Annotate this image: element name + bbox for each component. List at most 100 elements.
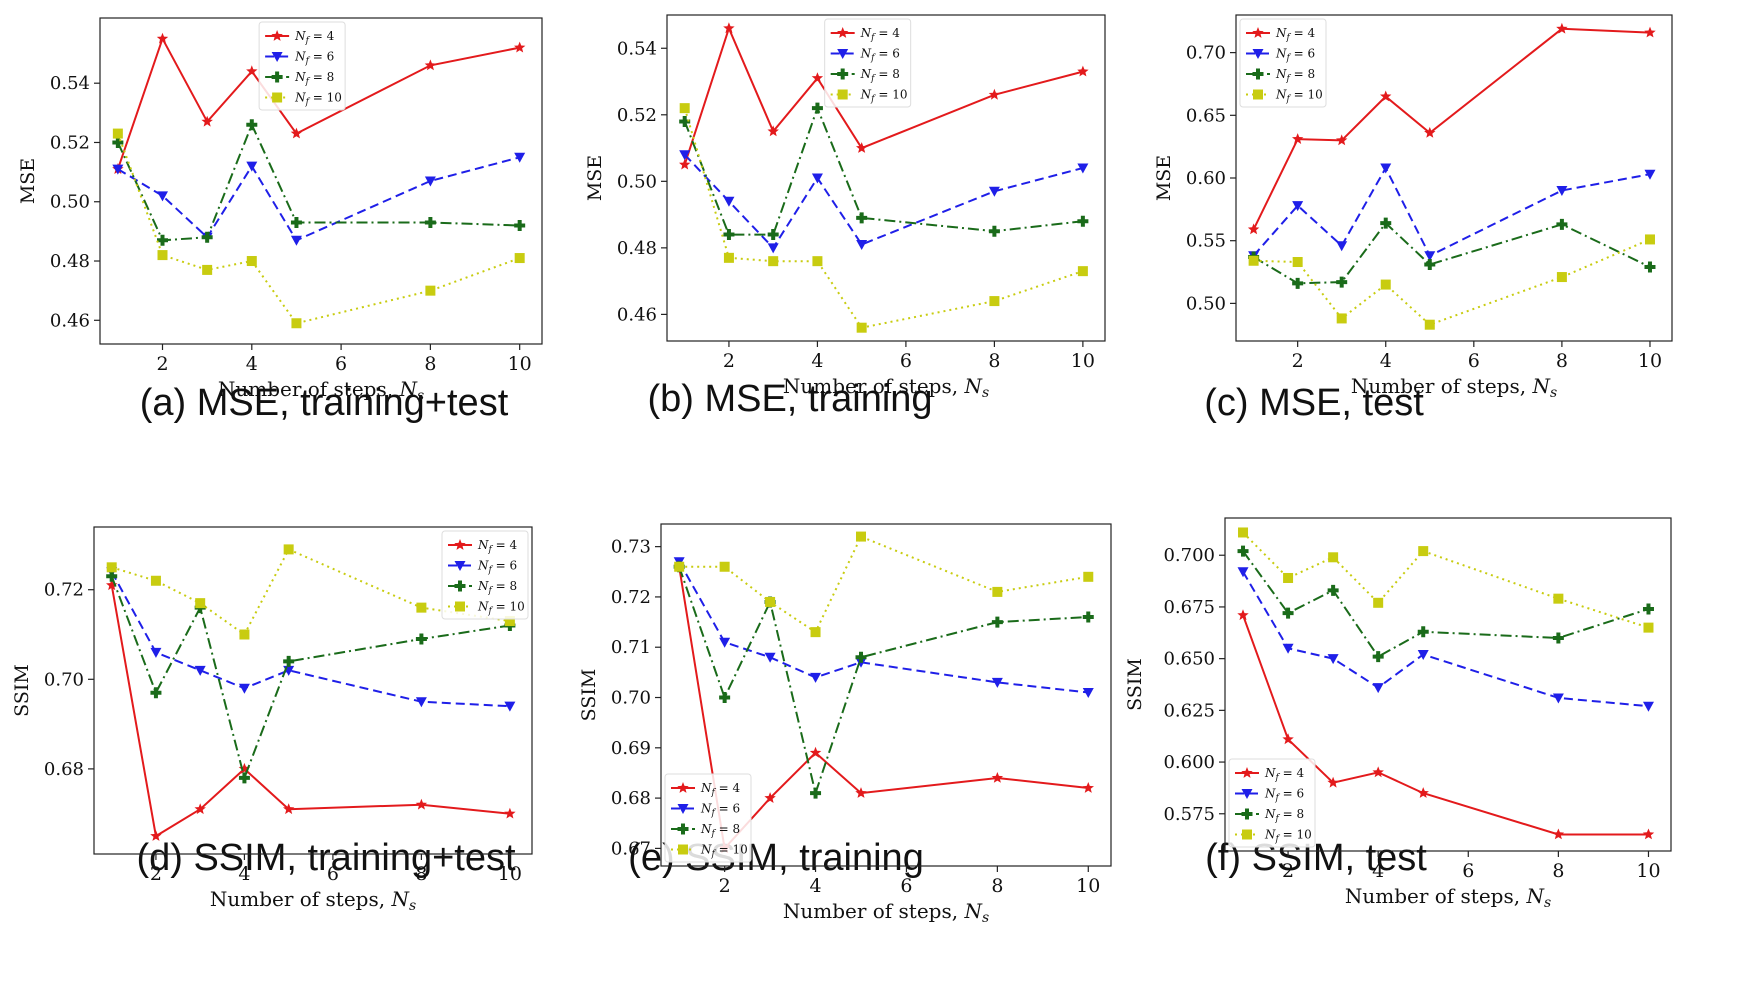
y-tick-label: 0.54: [617, 38, 657, 59]
x-tick-label: 10: [1636, 860, 1660, 882]
y-tick-label: 0.68: [611, 788, 651, 809]
data-point-nf4: [194, 803, 206, 815]
legend-label-nf8: Nf = 8: [477, 579, 517, 596]
legend-label-nf10: Nf = 10: [1264, 828, 1312, 845]
data-point-nf6: [1237, 567, 1249, 578]
data-point-nf10: [989, 296, 1000, 307]
legend-label-nf6: Nf = 6: [860, 47, 900, 64]
data-point-nf4: [1424, 126, 1436, 138]
x-tick-label: 8: [1552, 860, 1564, 882]
data-point-nf8: [856, 212, 868, 224]
data-point-nf8: [1556, 218, 1568, 230]
legend-box: [258, 21, 346, 111]
data-point-nf6: [1556, 186, 1568, 197]
x-tick-label: 10: [1076, 875, 1100, 897]
data-point-nf10: [1292, 257, 1303, 268]
data-point-nf8: [157, 234, 169, 246]
data-point-nf8: [719, 692, 731, 704]
data-point-nf8: [1644, 261, 1656, 273]
legend-label-nf8: Nf = 8: [700, 822, 740, 839]
data-point-nf4: [1552, 828, 1565, 840]
legend: Nf = 4 Nf = 6 Nf = 8 Nf = 10: [824, 18, 912, 108]
data-point-nf4: [1077, 65, 1089, 77]
series-nf4: [1247, 22, 1656, 235]
x-tick-label: 6: [327, 863, 339, 885]
legend-label-nf10: Nf = 10: [860, 88, 908, 105]
data-point-nf4: [1282, 733, 1294, 745]
data-point-nf8: [201, 231, 213, 243]
data-point-nf8: [1642, 603, 1654, 615]
x-tick-label: 8: [415, 863, 427, 885]
caption-b: (b) MSE, training: [647, 378, 933, 420]
data-point-nf8: [1237, 545, 1249, 557]
data-point-nf10: [719, 561, 730, 572]
x-tick-label: 8: [988, 350, 1000, 372]
data-point-nf8: [106, 570, 118, 582]
plot-frame: [93, 526, 533, 855]
data-point-nf8: [988, 225, 1000, 237]
data-point-nf4: [1380, 90, 1392, 102]
series-nf10: [1238, 527, 1654, 633]
data-point-nf6: [719, 637, 731, 648]
x-tick-label: 10: [498, 863, 522, 885]
data-point-nf4: [1644, 26, 1656, 38]
data-point-nf10: [246, 256, 257, 267]
data-point-nf8: [283, 655, 295, 667]
data-point-nf4: [988, 88, 1001, 100]
data-point-nf6: [1644, 169, 1656, 180]
data-point-nf4: [1642, 828, 1655, 840]
data-point-nf10: [425, 285, 436, 296]
y-tick-label: 0.46: [617, 304, 657, 325]
series-nf6: [679, 150, 1089, 254]
x-tick-label: 2: [150, 863, 162, 885]
data-point-nf10: [1238, 527, 1249, 538]
legend: Nf = 4 Nf = 6 Nf = 8 Nf = 10: [664, 773, 752, 863]
data-point-nf10: [1077, 266, 1088, 277]
data-point-nf8: [415, 633, 427, 645]
y-axis-label: SSIM: [578, 669, 600, 722]
data-point-nf4: [1327, 776, 1339, 788]
data-point-nf8: [1077, 215, 1089, 227]
series-nf10: [112, 128, 525, 329]
data-point-nf8: [810, 787, 822, 799]
legend-label-nf10: Nf = 10: [294, 91, 342, 108]
x-tick-label: 2: [1282, 860, 1294, 882]
legend: Nf = 4 Nf = 6 Nf = 8 Nf = 10: [1239, 18, 1327, 108]
data-point-nf10: [416, 602, 427, 613]
data-point-nf8: [246, 119, 258, 131]
data-point-nf10: [674, 561, 685, 572]
y-tick-label: 0.46: [50, 310, 90, 331]
legend-label-nf4: Nf = 4: [860, 26, 901, 43]
y-tick-label: 0.68: [44, 759, 84, 780]
x-tick-label: 8: [424, 353, 436, 375]
x-tick-label: 8: [991, 875, 1003, 897]
data-point-nf6: [504, 701, 516, 712]
plot-frame: [660, 523, 1112, 867]
series-nf6: [1237, 567, 1654, 712]
y-tick-label: 0.70: [1186, 43, 1226, 64]
data-point-nf4: [856, 142, 868, 153]
x-tick-label: 6: [900, 875, 912, 897]
y-axis-label: MSE: [584, 155, 606, 201]
data-point-nf8: [290, 216, 302, 228]
legend: Nf = 4 Nf = 6 Nf = 8 Nf = 10: [1228, 758, 1316, 848]
data-point-nf10: [504, 616, 515, 627]
legend-marker-nf10: [678, 844, 688, 855]
data-point-nf10: [1643, 622, 1654, 633]
legend-label-nf8: Nf = 8: [294, 70, 334, 87]
x-tick-label: 2: [156, 353, 168, 375]
data-point-nf4: [679, 158, 691, 170]
data-point-nf6: [112, 164, 124, 175]
y-tick-label: 0.675: [1163, 597, 1215, 618]
x-axis-label: Number of steps, Ns: [210, 887, 416, 914]
data-point-nf10: [723, 252, 734, 263]
legend-marker-nf6: [1241, 789, 1253, 799]
legend-label-nf4: Nf = 4: [294, 29, 335, 46]
legend-marker-nf10: [1242, 829, 1252, 840]
legend-marker-nf10: [455, 601, 465, 612]
data-point-nf8: [1552, 632, 1564, 644]
data-point-nf6: [988, 186, 1000, 197]
data-point-nf6: [1380, 163, 1392, 174]
plot-frame: [666, 14, 1106, 342]
